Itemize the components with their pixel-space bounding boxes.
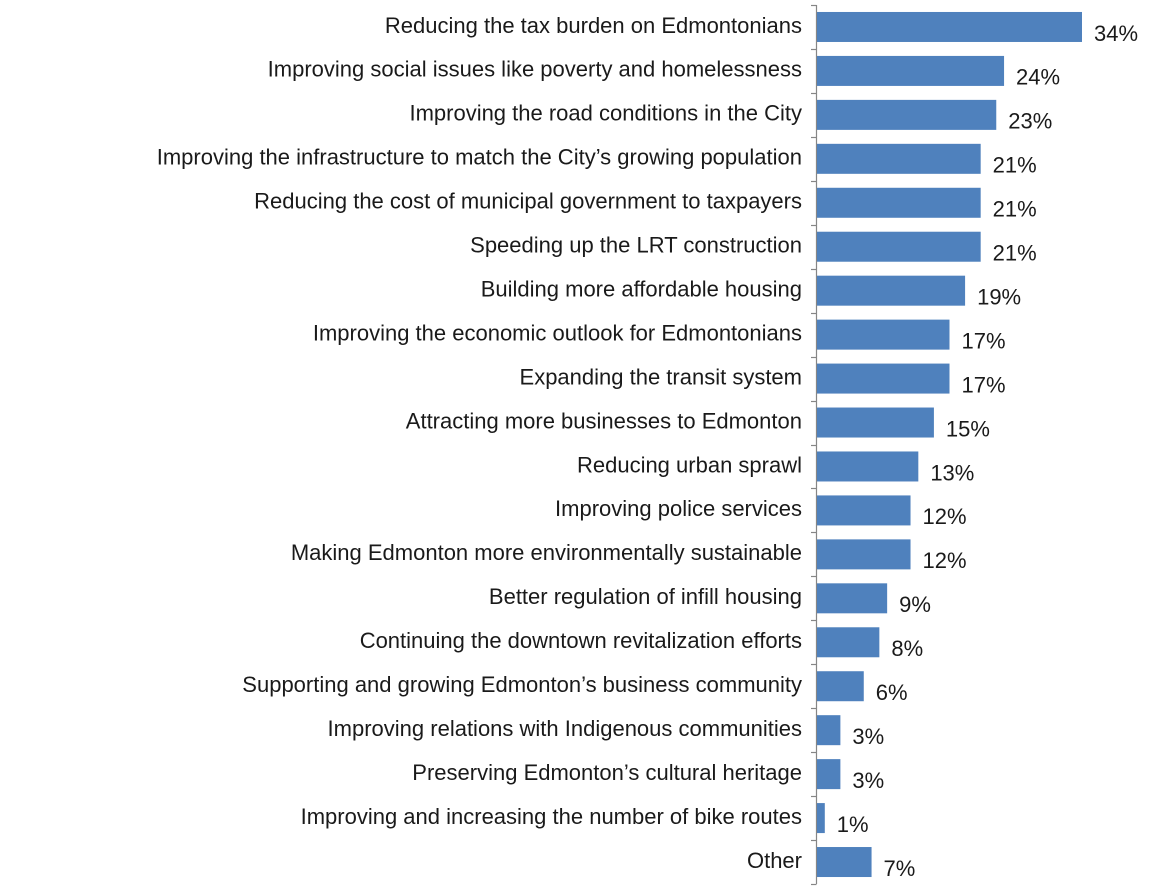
category-label: Improving the road conditions in the Cit… — [409, 101, 802, 126]
data-label: 1% — [837, 812, 869, 837]
category-label: Better regulation of infill housing — [489, 584, 802, 609]
bar — [817, 495, 911, 526]
bar — [817, 539, 911, 570]
category-label: Improving the economic outlook for Edmon… — [313, 320, 802, 345]
bar — [817, 275, 966, 306]
bar — [817, 759, 841, 790]
category-label: Other — [747, 848, 802, 873]
category-label: Supporting and growing Edmonton’s busine… — [242, 672, 802, 697]
bar — [817, 231, 981, 262]
category-label: Reducing the cost of municipal governmen… — [254, 189, 802, 214]
category-label: Improving police services — [555, 496, 802, 521]
data-label: 13% — [930, 460, 974, 485]
data-label: 17% — [962, 372, 1006, 397]
bar — [817, 99, 997, 130]
bar — [817, 143, 981, 174]
data-label: 23% — [1008, 109, 1052, 134]
bar — [817, 451, 919, 482]
bar — [817, 187, 981, 218]
category-label: Improving relations with Indigenous comm… — [328, 716, 802, 741]
bar — [817, 583, 888, 614]
data-label: 15% — [946, 416, 990, 441]
data-label: 6% — [876, 680, 908, 705]
data-label: 8% — [891, 636, 923, 661]
category-label: Building more affordable housing — [481, 276, 802, 301]
category-label: Expanding the transit system — [520, 364, 802, 389]
bar — [817, 671, 864, 702]
bar — [817, 363, 950, 394]
category-label: Attracting more businesses to Edmonton — [406, 408, 802, 433]
data-label: 21% — [993, 197, 1037, 222]
data-label: 24% — [1016, 65, 1060, 90]
data-label: 9% — [899, 592, 931, 617]
data-label: 21% — [993, 241, 1037, 266]
bar — [817, 803, 825, 834]
bar — [817, 715, 841, 746]
category-label: Making Edmonton more environmentally sus… — [291, 540, 802, 565]
category-label: Reducing urban sprawl — [577, 452, 802, 477]
category-label: Preserving Edmonton’s cultural heritage — [412, 760, 802, 785]
category-label: Improving and increasing the number of b… — [301, 804, 802, 829]
category-label: Improving social issues like poverty and… — [268, 57, 802, 82]
data-label: 21% — [993, 153, 1037, 178]
data-label: 3% — [852, 724, 884, 749]
category-label: Speeding up the LRT construction — [470, 233, 802, 258]
axis-layer — [811, 4, 818, 886]
labels-layer: Reducing the tax burden on Edmontonians 3… — [157, 13, 1138, 881]
data-label: 19% — [977, 284, 1021, 309]
data-label: 3% — [852, 768, 884, 793]
bar — [817, 847, 872, 878]
bar — [817, 627, 880, 658]
data-label: 12% — [923, 504, 967, 529]
data-label: 12% — [923, 548, 967, 573]
bar — [817, 407, 934, 438]
data-label: 34% — [1094, 21, 1138, 46]
bar — [817, 55, 1005, 86]
data-label: 7% — [884, 856, 916, 881]
bars-layer — [817, 11, 1082, 878]
bar — [817, 11, 1082, 42]
category-label: Continuing the downtown revitalization e… — [360, 628, 802, 653]
category-label: Reducing the tax burden on Edmontonians — [385, 13, 802, 38]
data-label: 17% — [962, 328, 1006, 353]
category-label: Improving the infrastructure to match th… — [157, 145, 802, 170]
bar — [817, 319, 950, 350]
